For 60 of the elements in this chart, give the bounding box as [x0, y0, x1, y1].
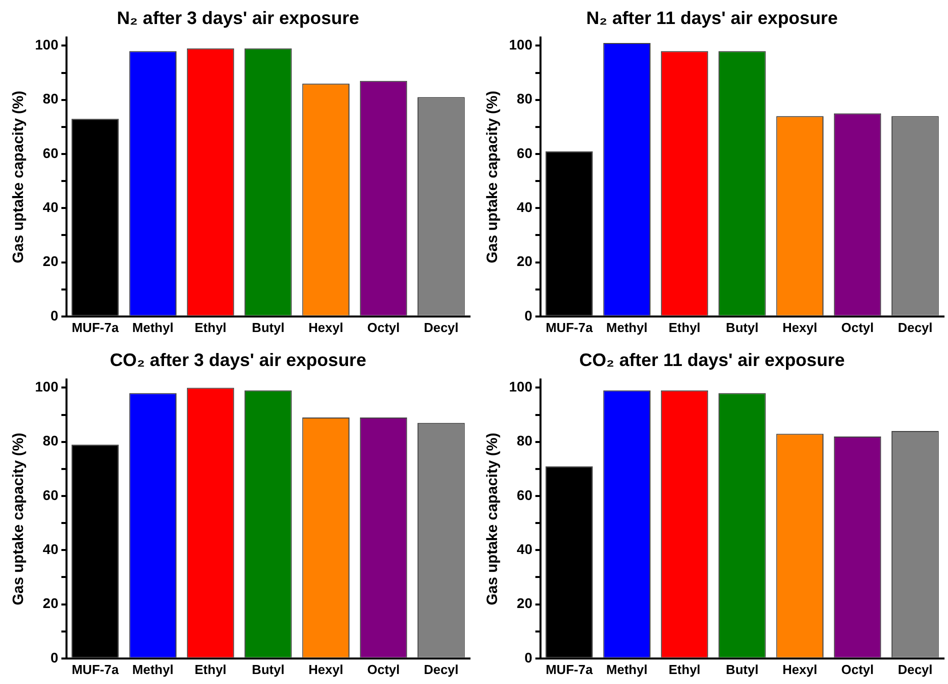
x-tick-label: MUF-7a	[546, 320, 594, 335]
x-tick-label: Methyl	[132, 662, 174, 677]
y-tick-label: 80	[42, 432, 59, 449]
y-tick-label: 80	[516, 90, 533, 107]
chart-title: CO₂ after 3 days' air exposure	[110, 350, 366, 370]
y-tick-label: 0	[524, 649, 533, 666]
x-tick-label: MUF-7a	[546, 662, 594, 677]
x-tick-label: Ethyl	[668, 320, 700, 335]
chart-title: N₂ after 11 days' air exposure	[586, 8, 838, 28]
x-tick-label: Butyl	[726, 662, 758, 677]
y-tick-label: 40	[42, 198, 59, 215]
x-tick-label: Ethyl	[194, 320, 226, 335]
x-tick-label: Decyl	[898, 662, 933, 677]
y-tick-label: 100	[509, 36, 533, 53]
x-tick-label: Decyl	[424, 662, 459, 677]
chart-title: N₂ after 3 days' air exposure	[116, 8, 360, 28]
y-tick-label: 20	[516, 595, 533, 612]
x-tick-label: Octyl	[367, 662, 400, 677]
y-axis-title: Gas uptake capacity (%)	[10, 432, 28, 606]
x-tick-label: Octyl	[841, 320, 874, 335]
y-tick-label: 40	[516, 540, 533, 557]
x-tick-label: Methyl	[132, 320, 174, 335]
x-tick-label: Decyl	[424, 320, 459, 335]
x-tick-label: Ethyl	[194, 662, 226, 677]
y-axis-title: Gas uptake capacity (%)	[484, 432, 502, 606]
x-tick-label: Methyl	[606, 662, 648, 677]
x-tick-label: Octyl	[367, 320, 400, 335]
x-tick-label: MUF-7a	[72, 320, 120, 335]
y-tick-label: 20	[516, 253, 533, 270]
y-tick-label: 0	[50, 649, 59, 666]
x-tick-label: Hexyl	[308, 662, 344, 677]
y-tick-label: 80	[42, 90, 59, 107]
y-axis-title: Gas uptake capacity (%)	[484, 90, 502, 264]
y-tick-label: 60	[516, 144, 533, 161]
y-tick-label: 60	[516, 486, 533, 503]
y-tick-label: 20	[42, 595, 59, 612]
x-tick-label: Hexyl	[308, 320, 344, 335]
x-tick-label: Butyl	[252, 662, 284, 677]
x-tick-label: MUF-7a	[72, 662, 120, 677]
y-tick-label: 0	[524, 307, 533, 324]
x-tick-label: Butyl	[252, 320, 284, 335]
x-tick-label: Decyl	[898, 320, 933, 335]
x-tick-label: Ethyl	[668, 662, 700, 677]
y-tick-label: 100	[35, 378, 59, 395]
y-tick-label: 40	[516, 198, 533, 215]
y-tick-label: 60	[42, 144, 59, 161]
chart-title: CO₂ after 11 days' air exposure	[579, 350, 845, 370]
y-tick-label: 0	[50, 307, 59, 324]
y-tick-label: 40	[42, 540, 59, 557]
y-tick-label: 80	[516, 432, 533, 449]
x-tick-label: Hexyl	[782, 320, 818, 335]
y-tick-label: 100	[35, 36, 59, 53]
y-tick-label: 100	[509, 378, 533, 395]
x-tick-label: Hexyl	[782, 662, 818, 677]
x-tick-label: Octyl	[841, 662, 874, 677]
y-tick-label: 60	[42, 486, 59, 503]
y-tick-label: 20	[42, 253, 59, 270]
x-tick-label: Methyl	[606, 320, 648, 335]
x-tick-label: Butyl	[726, 320, 758, 335]
y-axis-title: Gas uptake capacity (%)	[10, 90, 28, 264]
